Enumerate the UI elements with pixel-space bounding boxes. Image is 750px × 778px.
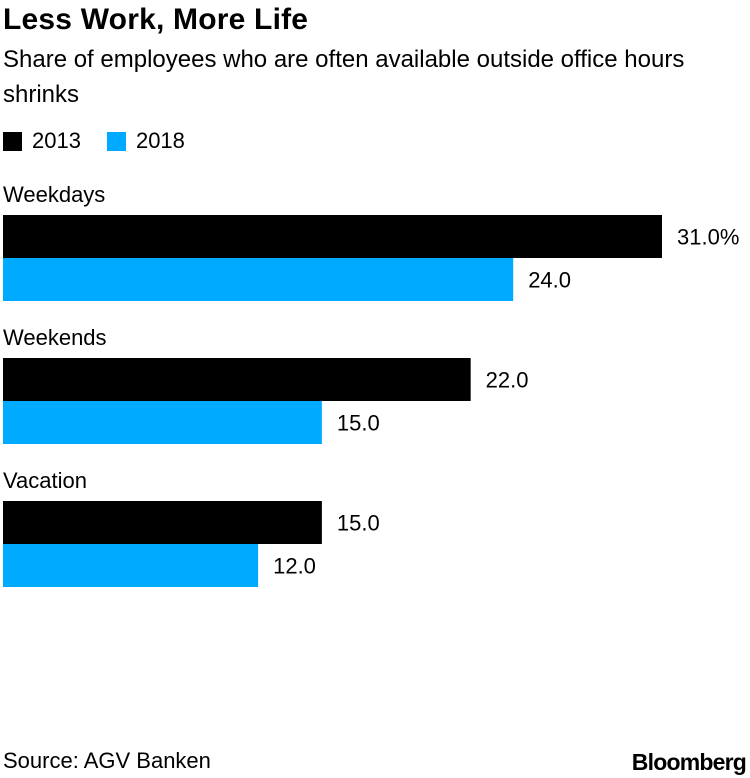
legend: 2013 2018 [3,127,211,155]
bar-weekends-2013 [3,358,471,401]
category-label-weekdays: Weekdays [3,182,105,207]
data-label-weekends-2018: 15.0 [337,411,380,436]
data-label-vacation-2013: 15.0 [337,511,380,536]
bar-chart: Weekdays 31.0% 24.0 Weekends 22.0 15.0 Vacatio… [3,182,739,587]
bar-weekdays-2018 [3,258,514,301]
data-label-weekdays-2013: 31.0% [677,225,739,250]
legend-item-2018: 2018 [106,127,185,155]
data-label-weekends-2013: 22.0 [486,368,529,393]
bar-weekends-2018 [3,401,322,444]
data-label-vacation-2018: 12.0 [273,554,316,579]
source-note: Source: AGV Banken [3,748,211,773]
bar-vacation-2018 [3,544,259,587]
legend-swatch-2018 [106,131,126,151]
legend-label-2018: 2018 [135,128,185,153]
bloomberg-logo: Bloomberg [631,749,747,775]
category-label-weekends: Weekends [3,325,107,350]
legend-swatch-2013 [3,131,22,151]
legend-item-2013: 2013 [3,127,81,155]
bar-vacation-2013 [3,501,322,544]
category-label-vacation: Vacation [3,468,87,493]
chart-subtitle: Share of employees who are often availab… [3,46,685,108]
bar-weekdays-2013 [3,215,662,258]
data-label-weekdays-2018: 24.0 [528,268,571,293]
chart-title: Less Work, More Life [3,3,309,36]
legend-label-2013: 2013 [32,128,81,153]
